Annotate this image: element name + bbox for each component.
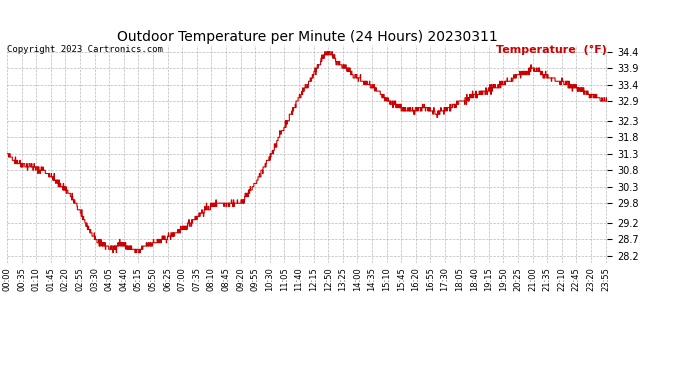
Text: Temperature  (°F): Temperature (°F) bbox=[496, 45, 607, 55]
Title: Outdoor Temperature per Minute (24 Hours) 20230311: Outdoor Temperature per Minute (24 Hours… bbox=[117, 30, 497, 44]
Text: Copyright 2023 Cartronics.com: Copyright 2023 Cartronics.com bbox=[7, 45, 163, 54]
